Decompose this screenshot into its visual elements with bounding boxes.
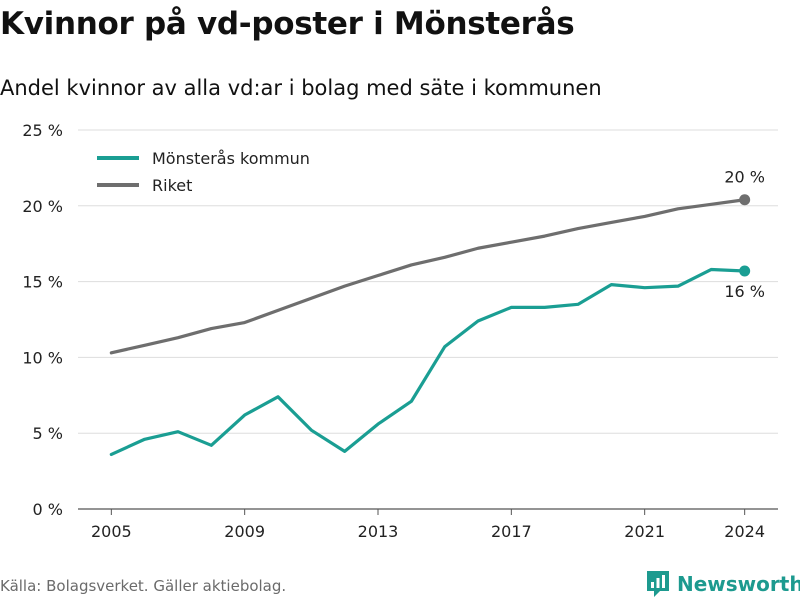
- series: 16 % 20 %: [109, 168, 765, 457]
- y-tick-label: 25 %: [22, 121, 63, 140]
- brand-logo[interactable]: Newsworthy: [646, 570, 800, 598]
- x-tick-label: 2005: [91, 522, 132, 541]
- x-tick-label: 2009: [224, 522, 265, 541]
- brand-name: Newsworthy: [677, 572, 800, 596]
- series-line: [109, 198, 747, 355]
- y-tick-label: 20 %: [22, 197, 63, 216]
- series-end-label: 16 %: [724, 282, 765, 301]
- chart-title: Kvinnor på vd-poster i Mönsterås: [0, 6, 575, 42]
- series-line: [109, 267, 747, 457]
- legend-label: Mönsterås kommun: [152, 149, 310, 168]
- chart-subtitle: Andel kvinnor av alla vd:ar i bolag med …: [0, 76, 602, 100]
- x-tick-label: 2021: [624, 522, 665, 541]
- x-tick-label: 2017: [491, 522, 532, 541]
- newsworthy-logo-icon: [647, 571, 669, 597]
- axes: 0 % 5 % 10 % 15 % 20 % 25 % 2005 2009 2013 2017 20…: [22, 121, 765, 541]
- legend-label: Riket: [152, 176, 192, 195]
- source-note: Källa: Bolagsverket. Gäller aktiebolag.: [0, 577, 287, 595]
- y-tick-label: 5 %: [33, 424, 63, 443]
- series-end-marker: [739, 194, 751, 206]
- legend: Mönsterås kommun Riket: [97, 149, 310, 195]
- series-end-label: 20 %: [724, 168, 765, 187]
- y-tick-label: 10 %: [22, 348, 63, 367]
- x-tick-label: 2024: [724, 522, 765, 541]
- y-tick-label: 0 %: [33, 500, 63, 519]
- y-tick-label: 15 %: [22, 273, 63, 292]
- x-tick-label: 2013: [358, 522, 399, 541]
- gridlines: [78, 129, 778, 510]
- series-end-marker: [739, 265, 751, 277]
